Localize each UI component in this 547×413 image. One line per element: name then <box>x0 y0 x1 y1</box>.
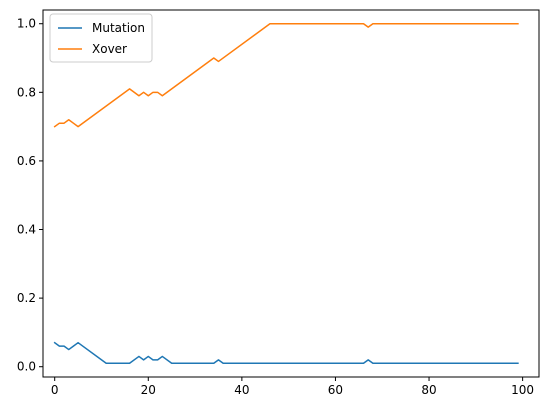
x-tick-label: 20 <box>141 383 156 397</box>
series-line-mutation <box>53 341 519 365</box>
legend-label-mutation: Mutation <box>92 21 145 35</box>
y-tick-label: 0.6 <box>17 154 36 168</box>
series-layer <box>53 22 519 365</box>
legend-box <box>49 13 153 63</box>
x-tick-label: 0 <box>51 383 59 397</box>
plot-frame <box>42 9 540 378</box>
y-tick-label: 0.2 <box>17 291 36 305</box>
y-tick-label: 0.8 <box>17 85 36 99</box>
legend: Mutation Xover <box>49 13 153 63</box>
y-tick-label: 0.0 <box>17 360 36 374</box>
x-axis: 0 20 40 60 80 100 <box>51 377 534 397</box>
x-tick-label: 60 <box>328 383 343 397</box>
x-tick-label: 100 <box>511 383 534 397</box>
x-tick-label: 40 <box>234 383 249 397</box>
legend-label-xover: Xover <box>92 42 127 56</box>
series-line-xover <box>53 22 519 128</box>
y-tick-label: 1.0 <box>17 17 36 31</box>
y-tick-label: 0.4 <box>17 223 36 237</box>
x-tick-label: 80 <box>421 383 436 397</box>
y-axis: 0.0 0.2 0.4 0.6 0.8 1.0 <box>17 17 43 374</box>
